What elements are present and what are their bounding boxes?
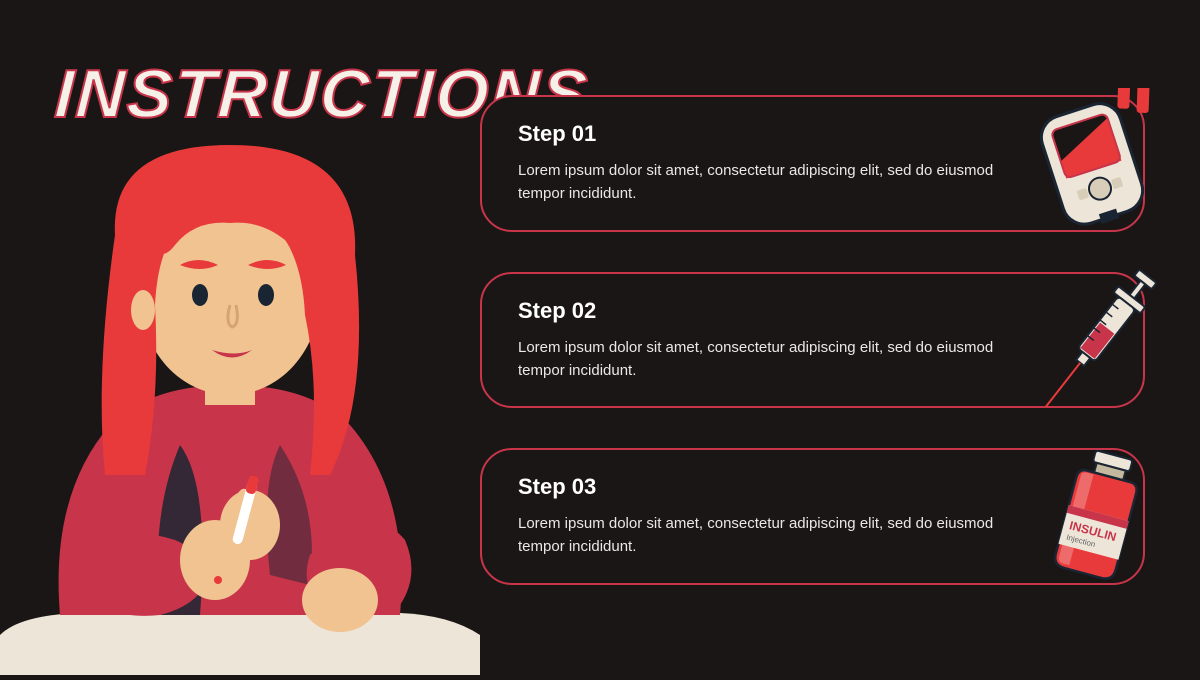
step-card-1: Step 01 Lorem ipsum dolor sit amet, cons… (480, 95, 1145, 232)
syringe-icon (1023, 265, 1173, 415)
step-title: Step 03 (518, 474, 1023, 500)
step-title: Step 02 (518, 298, 1023, 324)
step-body: Lorem ipsum dolor sit amet, consectetur … (518, 512, 1023, 559)
step-body: Lorem ipsum dolor sit amet, consectetur … (518, 159, 1023, 206)
step-card-3: Step 03 Lorem ipsum dolor sit amet, cons… (480, 448, 1145, 585)
steps-container: Step 01 Lorem ipsum dolor sit amet, cons… (480, 95, 1145, 585)
glucometer-icon (1023, 88, 1173, 238)
step-title: Step 01 (518, 121, 1023, 147)
step-card-2: Step 02 Lorem ipsum dolor sit amet, cons… (480, 272, 1145, 409)
woman-illustration (0, 145, 480, 675)
step-body: Lorem ipsum dolor sit amet, consectetur … (518, 336, 1023, 383)
insulin-vial-icon: INSULIN Injection (1023, 441, 1173, 591)
